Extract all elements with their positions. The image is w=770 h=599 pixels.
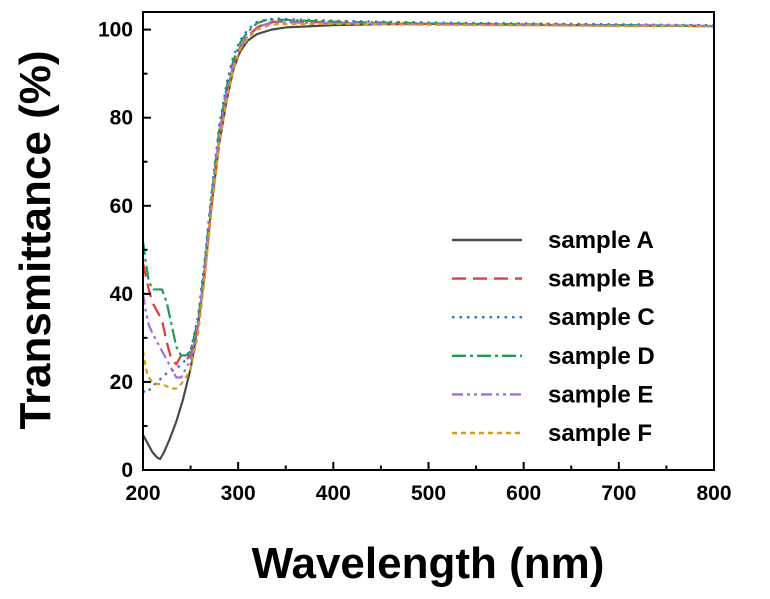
x-tick-label: 200 [125,482,160,505]
legend-label-d: sample D [548,343,655,370]
legend: sample A sample B sample C sample D sample E… [452,227,655,447]
x-axis-ticks: 200 300 400 500 600 700 800 [125,462,732,505]
y-tick-label: 0 [121,459,133,482]
y-axis-ticks: 0 20 40 60 80 100 [98,19,151,482]
x-axis-title: Wavelength (nm) [252,539,605,588]
x-tick-label: 800 [696,482,731,505]
x-tick-label: 700 [601,482,636,505]
x-tick-label: 400 [316,482,351,505]
y-tick-label: 60 [110,195,133,218]
series-line-c [143,17,714,395]
y-tick-label: 80 [110,107,133,130]
legend-label-f: sample F [548,420,652,447]
x-tick-label: 500 [411,482,446,505]
legend-label-b: sample B [548,266,655,293]
y-axis-title: Transmittance (%) [11,51,60,430]
series-line-e [143,21,714,379]
x-tick-label: 300 [221,482,256,505]
legend-label-e: sample E [548,381,653,408]
x-tick-label: 600 [506,482,541,505]
legend-label-c: sample C [548,304,655,331]
series-line-d [143,18,714,357]
series-line-f [143,22,714,390]
y-tick-label: 40 [110,283,133,306]
legend-label-a: sample A [548,227,654,254]
series-layer [143,17,714,461]
y-tick-label: 20 [110,371,133,394]
y-tick-label: 100 [98,19,133,42]
